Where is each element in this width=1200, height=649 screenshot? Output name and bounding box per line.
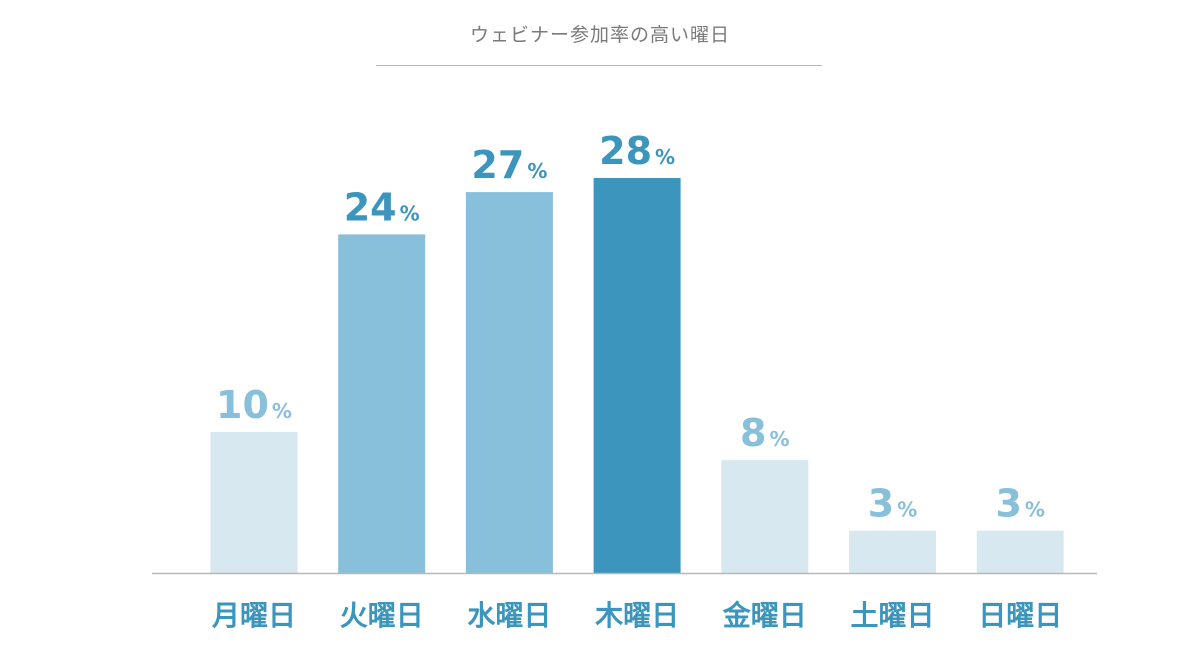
category-label-5: 金曜日 [722,599,807,632]
title-divider [376,65,822,66]
bar-1 [210,431,298,573]
category-label-6: 土曜日 [850,599,934,632]
value-label-5: 8% [740,411,790,455]
bar-6 [849,530,936,573]
chart-title: ウェビナー参加率の高い曜日 [469,24,730,46]
bar-2 [338,234,426,573]
category-label-7: 日曜日 [978,599,1062,632]
bar-7 [976,530,1064,573]
category-label-1: 月曜日 [211,599,296,632]
value-label-7: 3% [995,482,1044,526]
value-label-2: 24% [344,185,420,229]
value-label-1: 10% [216,383,292,427]
category-label-2: 火曜日 [340,599,424,632]
bar-3 [465,192,553,573]
category-label-3: 水曜日 [467,599,551,632]
category-label-4: 木曜日 [594,599,679,632]
bar-4 [593,178,681,573]
value-label-6: 3% [868,482,918,526]
value-label-4: 28% [599,129,675,173]
bar-5 [721,460,809,573]
value-label-3: 27% [471,143,547,187]
